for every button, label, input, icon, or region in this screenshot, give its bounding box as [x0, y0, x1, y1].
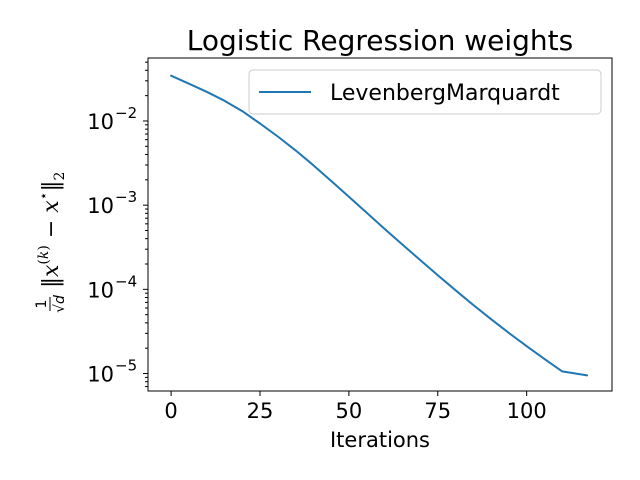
y-tick-label: 10 [87, 363, 114, 387]
x-tick-label: 75 [424, 399, 451, 423]
y-tick-label-exponent: −5 [115, 357, 137, 375]
legend: LevenbergMarquardt [248, 69, 602, 115]
plot-area [147, 57, 613, 392]
x-tick-label: 50 [336, 399, 363, 423]
series-line-levenbergmarquardt [170, 74, 589, 377]
series-layer [170, 74, 589, 377]
y-tick-label-exponent: −4 [115, 272, 137, 290]
y-tick-label-exponent: −3 [115, 188, 137, 206]
y-axis-label-fraction-denominator: √d [52, 295, 68, 313]
x-axis-ticks: 0 25 50 75 100 [164, 391, 547, 423]
y-tick-label-exponent: −2 [115, 104, 137, 122]
x-tick-label: 25 [247, 399, 274, 423]
x-tick-label: 100 [507, 399, 547, 423]
x-tick-label: 0 [164, 399, 177, 423]
y-tick-label: 10 [87, 110, 114, 134]
y-axis-label-norm: ‖x(k) − x⋆‖2 [36, 172, 68, 288]
x-axis-label: Iterations [330, 428, 430, 452]
y-axis-label-fraction-numerator: 1 [34, 300, 50, 309]
legend-label-levenbergmarquardt: LevenbergMarquardt [330, 81, 560, 106]
y-tick-label: 10 [87, 278, 114, 302]
chart-title: Logistic Regression weights [187, 24, 573, 57]
axes-frame [147, 57, 613, 392]
y-axis-ticks: 10−510−410−310−2 [87, 61, 148, 388]
legend-box [248, 69, 602, 115]
y-tick-label: 10 [87, 194, 114, 218]
y-axis-label: 1 √d ‖x(k) − x⋆‖2 [34, 172, 68, 313]
